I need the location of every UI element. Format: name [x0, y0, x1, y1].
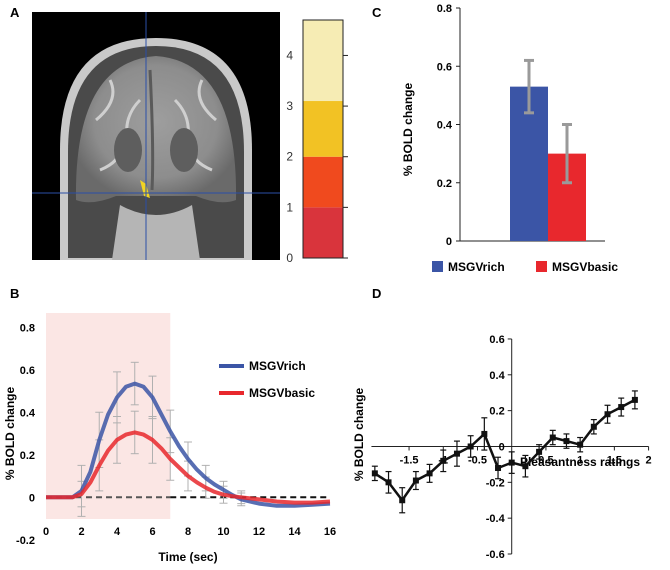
- x-axis-label: Pleasantness ratings: [520, 455, 640, 469]
- nasal-region: [112, 205, 200, 260]
- colorbar-band: [303, 156, 343, 208]
- y-tick-label: 0: [446, 236, 452, 248]
- data-point: [440, 457, 447, 464]
- x-tick-label: 10: [217, 526, 229, 538]
- data-point: [618, 404, 625, 411]
- y-tick-label: -0.4: [486, 513, 506, 525]
- data-point: [631, 396, 638, 403]
- legend-label: MSGVbasic: [249, 386, 315, 400]
- x-tick-label: 14: [288, 526, 301, 538]
- y-tick-label: 0: [29, 492, 35, 504]
- legend-label: MSGVbasic: [552, 260, 618, 274]
- data-point: [453, 450, 460, 457]
- y-tick-label: 0.8: [437, 3, 452, 15]
- x-tick-label: 6: [149, 526, 155, 538]
- data-point: [371, 470, 378, 477]
- y-axis-label: % BOLD change: [352, 387, 366, 481]
- legend-swatch: [536, 261, 547, 272]
- y-tick-label: 0.4: [489, 370, 505, 382]
- y-tick-label: -0.2: [486, 477, 505, 489]
- chart-c: 0 0.2 0.4 0.6 0.8 % BOLD change MSGVrich MSGVba…: [401, 3, 618, 274]
- data-point: [563, 438, 570, 445]
- data-point: [508, 459, 515, 466]
- y-tick-label: 0.4: [437, 120, 453, 132]
- data-point: [577, 441, 584, 448]
- data-point: [522, 463, 529, 470]
- ventricle-left: [114, 128, 142, 172]
- cortex: [75, 56, 237, 203]
- legend-swatch: [432, 261, 443, 272]
- x-tick-label: 1.5: [607, 454, 622, 466]
- data-point: [590, 423, 597, 430]
- x-tick-label: 16: [324, 526, 336, 538]
- x-tick-label: 8: [185, 526, 191, 538]
- y-tick-label: 0.8: [20, 322, 35, 334]
- y-tick-label: 0.6: [489, 334, 504, 346]
- data-point: [385, 479, 392, 486]
- x-tick-label: 0: [43, 526, 49, 538]
- y-tick-label: 0.6: [437, 61, 452, 73]
- x-tick-label: 0.5: [538, 454, 553, 466]
- y-tick-label: 0: [499, 441, 505, 453]
- colorbar-band: [303, 207, 343, 258]
- data-point: [399, 497, 406, 504]
- y-axis-label: % BOLD change: [401, 83, 415, 177]
- x-tick-label: 1: [577, 454, 583, 466]
- series-line-msgvrich: [46, 381, 331, 508]
- x-tick-label: 2: [646, 454, 652, 466]
- y-tick-label: 0.4: [20, 407, 36, 419]
- chart-d: -0.6-0.4-0.200.20.40.6-1.5-1-0.50.511.52…: [352, 334, 652, 561]
- data-point: [426, 470, 433, 477]
- colorbar-band: [303, 101, 343, 157]
- y-tick-label: 0.2: [437, 178, 452, 190]
- colorbar-frame: [302, 19, 344, 259]
- legend-label: MSGVrich: [448, 260, 505, 274]
- colorbar-band: [303, 20, 343, 102]
- gyri: [95, 79, 217, 172]
- series-line: [374, 398, 636, 502]
- y-tick-label: 0.6: [20, 365, 35, 377]
- y-tick-label: 0.2: [20, 450, 35, 462]
- ventricle-right: [170, 128, 198, 172]
- colorbar-tick-label: 4: [286, 48, 293, 62]
- x-tick-label: 12: [253, 526, 265, 538]
- colorbar-tick-label: 0: [286, 251, 293, 265]
- y-tick-label: -0.6: [486, 549, 505, 561]
- data-point: [412, 477, 419, 484]
- panel-label-d: D: [372, 286, 381, 301]
- colorbar-tick-label: 3: [286, 99, 293, 113]
- data-point: [481, 430, 488, 437]
- colorbar-tick-label: 1: [286, 200, 293, 214]
- data-point: [549, 434, 556, 441]
- panel-label-b: B: [10, 286, 19, 301]
- x-tick-label: 4: [114, 526, 121, 538]
- y-axis-label: % BOLD change: [3, 387, 17, 481]
- panel-label-c: C: [372, 5, 382, 20]
- y-tick-label: -0.2: [16, 535, 35, 547]
- x-tick-label: -1.5: [400, 454, 419, 466]
- panel-label-a: A: [10, 5, 20, 20]
- data-point: [495, 464, 502, 471]
- data-point: [604, 411, 611, 418]
- colorbar-tick-label: 2: [286, 150, 293, 164]
- midline-fissure: [148, 69, 155, 191]
- y-tick-label: 0.2: [489, 406, 504, 418]
- data-point: [467, 443, 474, 450]
- legend-label: MSGVrich: [249, 359, 306, 373]
- series-line-msgvbasic: [46, 430, 331, 505]
- brain-slice: [32, 12, 280, 260]
- x-tick-label: 2: [78, 526, 84, 538]
- colorbar: 0 1 2 3 4: [286, 19, 348, 265]
- data-point: [536, 448, 543, 455]
- x-axis-label: Time (sec): [158, 550, 217, 564]
- chart-b: -0.2 0 0.2 0.4 0.6 0.8 0 2 4 6 8 10 12 14 16 Time (sec)…: [3, 313, 336, 564]
